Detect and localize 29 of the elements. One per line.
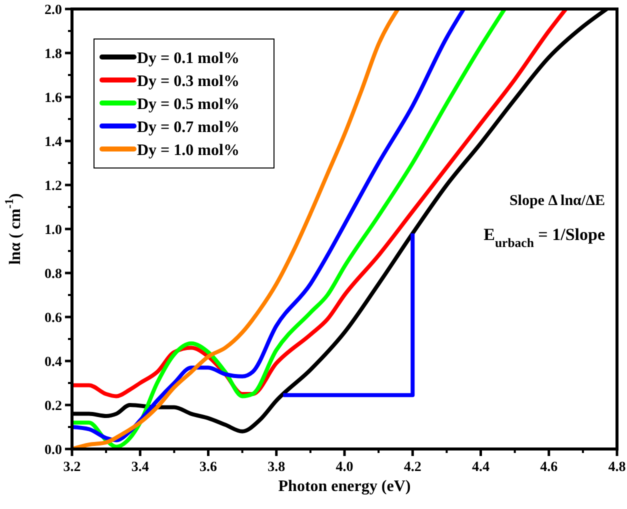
x-tick-label: 4.8 (608, 460, 626, 475)
annotation: E$_{urbach}$ = 1/Slope (484, 225, 606, 250)
y-tick-label: 1.4 (44, 135, 62, 150)
legend-label: Dy = 0.7 mol% (137, 119, 240, 136)
legend-label: Dy = 0.5 mol% (137, 96, 240, 113)
x-tick-label: 3.4 (131, 460, 149, 475)
y-tick-label: 1.8 (44, 47, 62, 62)
legend-label: Dy = 0.3 mol% (137, 73, 240, 90)
y-tick-label: 1.2 (44, 179, 62, 194)
x-tick-label: 4.6 (540, 460, 558, 475)
x-tick-label: 3.6 (200, 460, 217, 475)
x-tick-label: 4.4 (472, 460, 490, 475)
line-series (72, 9, 400, 449)
x-tick-label: 3.8 (268, 460, 286, 475)
y-tick-label: 1.0 (44, 223, 62, 238)
y-tick-label: 0.6 (44, 311, 62, 326)
y-tick-label: 0.8 (44, 267, 62, 282)
y-tick-label: 1.6 (44, 91, 62, 106)
y-tick-label: 0.0 (44, 443, 62, 458)
y-tick-label: 0.2 (44, 399, 62, 414)
y-tick-label: 2.0 (44, 3, 62, 18)
x-tick-label: 4.0 (336, 460, 354, 475)
x-axis-title: Photon energy (eV) (278, 478, 411, 495)
legend-label: Dy = 0.1 mol% (137, 50, 240, 67)
legend-label: Dy = 1.0 mol% (137, 142, 240, 159)
annotation: Slope Δ lnα/ΔE (509, 193, 605, 209)
x-tick-label: 4.2 (404, 460, 422, 475)
y-tick-label: 0.4 (44, 355, 62, 370)
x-tick-label: 3.2 (63, 460, 81, 475)
